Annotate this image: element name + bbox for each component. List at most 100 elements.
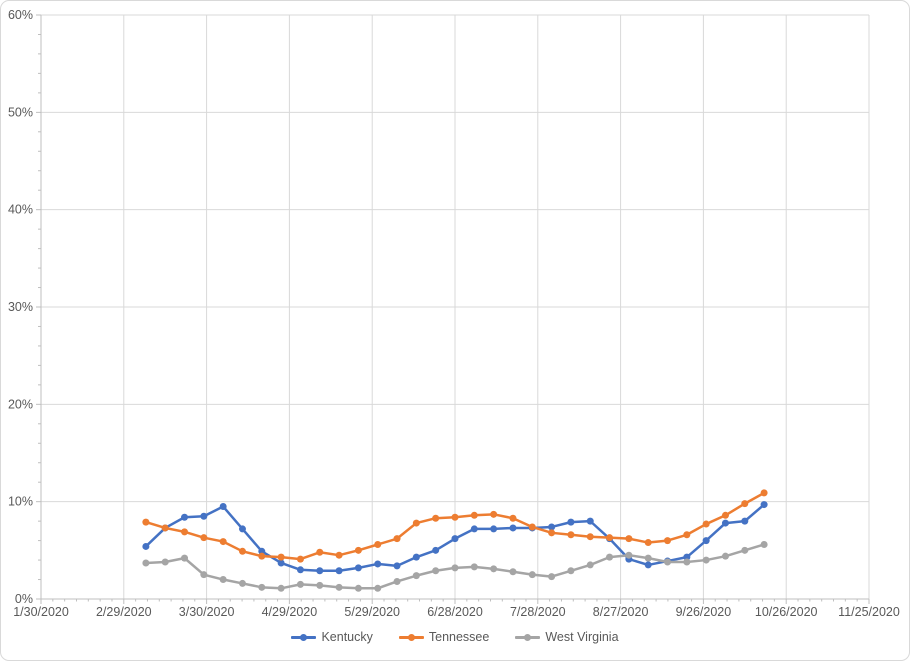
data-point-west-virginia[interactable] bbox=[509, 568, 517, 576]
data-point-kentucky[interactable] bbox=[721, 519, 729, 527]
tennessee-line-marker-icon bbox=[398, 633, 424, 641]
data-point-tennessee[interactable] bbox=[509, 514, 517, 522]
data-point-tennessee[interactable] bbox=[161, 524, 169, 532]
data-point-tennessee[interactable] bbox=[181, 528, 189, 536]
data-point-kentucky[interactable] bbox=[181, 513, 189, 521]
data-point-tennessee[interactable] bbox=[258, 552, 266, 560]
data-point-west-virginia[interactable] bbox=[432, 567, 440, 575]
data-point-tennessee[interactable] bbox=[374, 540, 382, 548]
data-point-tennessee[interactable] bbox=[296, 555, 304, 563]
data-point-tennessee[interactable] bbox=[548, 529, 556, 537]
data-point-tennessee[interactable] bbox=[335, 551, 343, 559]
data-point-tennessee[interactable] bbox=[470, 511, 478, 519]
data-point-tennessee[interactable] bbox=[567, 531, 575, 539]
data-point-kentucky[interactable] bbox=[470, 525, 478, 533]
data-point-kentucky[interactable] bbox=[258, 547, 266, 555]
data-point-tennessee[interactable] bbox=[644, 539, 652, 547]
data-point-west-virginia[interactable] bbox=[258, 583, 266, 591]
data-point-tennessee[interactable] bbox=[432, 514, 440, 522]
data-point-west-virginia[interactable] bbox=[470, 563, 478, 571]
data-point-west-virginia[interactable] bbox=[335, 583, 343, 591]
data-point-tennessee[interactable] bbox=[664, 537, 672, 545]
data-point-kentucky[interactable] bbox=[200, 512, 208, 520]
data-point-west-virginia[interactable] bbox=[200, 571, 208, 579]
data-point-west-virginia[interactable] bbox=[702, 556, 710, 564]
data-point-west-virginia[interactable] bbox=[606, 553, 614, 561]
data-point-west-virginia[interactable] bbox=[490, 565, 498, 573]
data-point-west-virginia[interactable] bbox=[374, 584, 382, 592]
data-point-kentucky[interactable] bbox=[277, 559, 285, 567]
data-point-tennessee[interactable] bbox=[683, 531, 691, 539]
data-point-kentucky[interactable] bbox=[296, 566, 304, 574]
data-point-kentucky[interactable] bbox=[490, 525, 498, 533]
data-point-west-virginia[interactable] bbox=[683, 558, 691, 566]
data-point-kentucky[interactable] bbox=[760, 501, 768, 509]
data-point-west-virginia[interactable] bbox=[664, 558, 672, 566]
legend-item-tennessee[interactable]: Tennessee bbox=[398, 630, 489, 644]
data-point-tennessee[interactable] bbox=[721, 511, 729, 519]
data-point-tennessee[interactable] bbox=[490, 510, 498, 518]
data-point-kentucky[interactable] bbox=[586, 517, 594, 525]
data-point-tennessee[interactable] bbox=[219, 538, 227, 546]
data-point-west-virginia[interactable] bbox=[760, 540, 768, 548]
data-point-tennessee[interactable] bbox=[393, 535, 401, 543]
data-point-west-virginia[interactable] bbox=[412, 572, 420, 580]
data-point-west-virginia[interactable] bbox=[354, 584, 362, 592]
data-point-kentucky[interactable] bbox=[451, 535, 459, 543]
data-point-kentucky[interactable] bbox=[644, 561, 652, 569]
data-point-kentucky[interactable] bbox=[567, 518, 575, 526]
data-point-west-virginia[interactable] bbox=[181, 554, 189, 562]
data-point-tennessee[interactable] bbox=[451, 513, 459, 521]
data-point-west-virginia[interactable] bbox=[644, 554, 652, 562]
data-point-west-virginia[interactable] bbox=[548, 573, 556, 581]
data-point-tennessee[interactable] bbox=[142, 518, 150, 526]
data-point-tennessee[interactable] bbox=[528, 523, 536, 531]
data-point-kentucky[interactable] bbox=[238, 525, 246, 533]
data-point-west-virginia[interactable] bbox=[451, 564, 459, 572]
data-point-west-virginia[interactable] bbox=[625, 551, 633, 559]
data-point-kentucky[interactable] bbox=[219, 503, 227, 511]
legend-item-kentucky[interactable]: Kentucky bbox=[291, 630, 373, 644]
data-point-tennessee[interactable] bbox=[760, 489, 768, 497]
data-point-kentucky[interactable] bbox=[702, 537, 710, 545]
data-point-west-virginia[interactable] bbox=[316, 581, 324, 589]
data-point-kentucky[interactable] bbox=[142, 542, 150, 550]
data-point-west-virginia[interactable] bbox=[219, 576, 227, 584]
data-point-tennessee[interactable] bbox=[586, 533, 594, 541]
data-point-west-virginia[interactable] bbox=[567, 567, 575, 575]
data-point-tennessee[interactable] bbox=[606, 534, 614, 542]
data-point-tennessee[interactable] bbox=[277, 553, 285, 561]
data-point-west-virginia[interactable] bbox=[296, 580, 304, 588]
data-point-west-virginia[interactable] bbox=[238, 579, 246, 587]
data-point-west-virginia[interactable] bbox=[393, 577, 401, 585]
data-point-west-virginia[interactable] bbox=[741, 546, 749, 554]
data-point-west-virginia[interactable] bbox=[721, 552, 729, 560]
data-point-kentucky[interactable] bbox=[432, 546, 440, 554]
data-point-tennessee[interactable] bbox=[316, 548, 324, 556]
data-point-tennessee[interactable] bbox=[238, 547, 246, 555]
data-point-kentucky[interactable] bbox=[683, 553, 691, 561]
data-point-kentucky[interactable] bbox=[335, 567, 343, 575]
data-point-kentucky[interactable] bbox=[354, 564, 362, 572]
data-point-kentucky[interactable] bbox=[741, 517, 749, 525]
data-point-west-virginia[interactable] bbox=[528, 571, 536, 579]
data-point-kentucky[interactable] bbox=[509, 524, 517, 532]
data-point-west-virginia[interactable] bbox=[142, 559, 150, 567]
data-point-tennessee[interactable] bbox=[741, 500, 749, 508]
data-point-tennessee[interactable] bbox=[412, 519, 420, 527]
data-point-west-virginia[interactable] bbox=[586, 561, 594, 569]
legend-item-west-virginia[interactable]: West Virginia bbox=[515, 630, 619, 644]
data-point-tennessee[interactable] bbox=[200, 534, 208, 542]
data-point-kentucky[interactable] bbox=[548, 523, 556, 531]
data-point-kentucky[interactable] bbox=[412, 553, 420, 561]
data-point-kentucky[interactable] bbox=[316, 567, 324, 575]
data-point-tennessee[interactable] bbox=[702, 520, 710, 528]
data-point-tennessee[interactable] bbox=[625, 535, 633, 543]
data-point-kentucky[interactable] bbox=[393, 562, 401, 570]
data-point-tennessee[interactable] bbox=[354, 546, 362, 554]
data-point-west-virginia[interactable] bbox=[161, 558, 169, 566]
data-point-west-virginia[interactable] bbox=[277, 584, 285, 592]
data-point-kentucky[interactable] bbox=[374, 560, 382, 568]
